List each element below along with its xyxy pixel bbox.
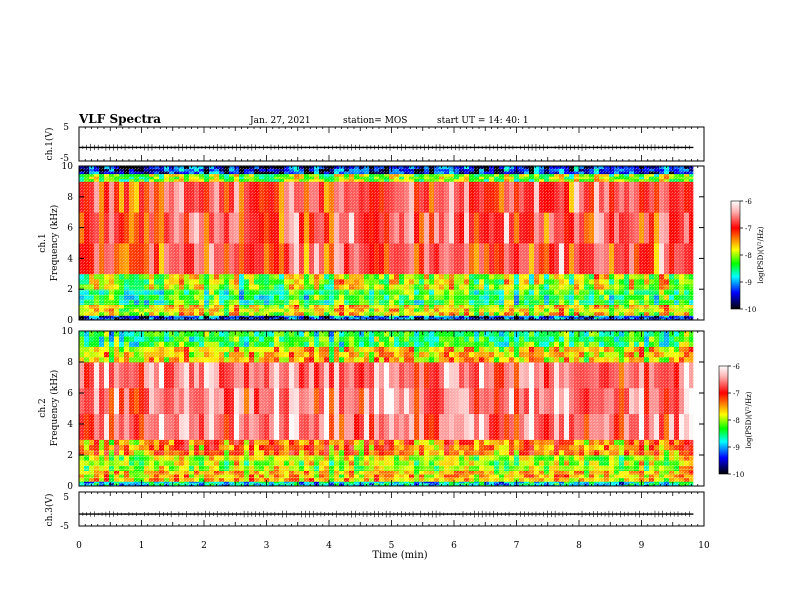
ch1-waveform-ylabel: ch.1(V): [44, 128, 55, 161]
ch1-colorbar-tick-label: -7: [745, 225, 752, 233]
ch1-colorbar-tick-label: -6: [745, 198, 752, 206]
figure-title: VLF Spectra: [78, 112, 161, 126]
ch1-spectrogram-ytick-label: 2: [67, 285, 73, 295]
ch1-spectrogram-ytick-label: 4: [67, 254, 73, 264]
ch1-ytick-top: 5: [63, 123, 69, 133]
ch1-colorbar-tick-label: -9: [745, 279, 752, 287]
ch1-colorbar-tick-label: -10: [745, 306, 756, 314]
ch1-colorbar-tick-label: -8: [745, 252, 752, 260]
ch1-spectrogram-texture: [79, 166, 704, 320]
ch1-waveform-panel: 5 -5 ch.1(V): [44, 123, 705, 164]
start-time-label: start UT = 14: 40: 1: [437, 116, 529, 126]
ch1-spectrogram-ylabel: Frequency (kHz): [49, 205, 60, 282]
ch1-spectrogram-ytick-label: 8: [67, 193, 73, 203]
ch1-spectrogram-ytick-label: 0: [67, 316, 73, 326]
ch1-ytick-bottom: -5: [60, 154, 69, 164]
ch1-spectrogram-panel: 0 2 4 6 8 10 ch.1 Frequency (kHz): [38, 162, 705, 326]
date-label: Jan. 27, 2021: [249, 116, 311, 126]
ch1-spectrogram-ylabel-top: ch.1: [38, 233, 48, 252]
ch1-colorbar-label: log(PSD)(V²/Hz): [757, 226, 765, 283]
ch1-spectrogram-no-data: [693, 166, 704, 320]
ch1-spectrogram-ytick-label: 6: [67, 224, 73, 234]
station-label: station= MOS: [343, 116, 407, 126]
ch1-spectrogram-ytick-label: 10: [62, 162, 74, 172]
ch1-colorbar: -6 -7 -8 -9 -10 log(PSD)(V²/Hz): [730, 198, 765, 314]
